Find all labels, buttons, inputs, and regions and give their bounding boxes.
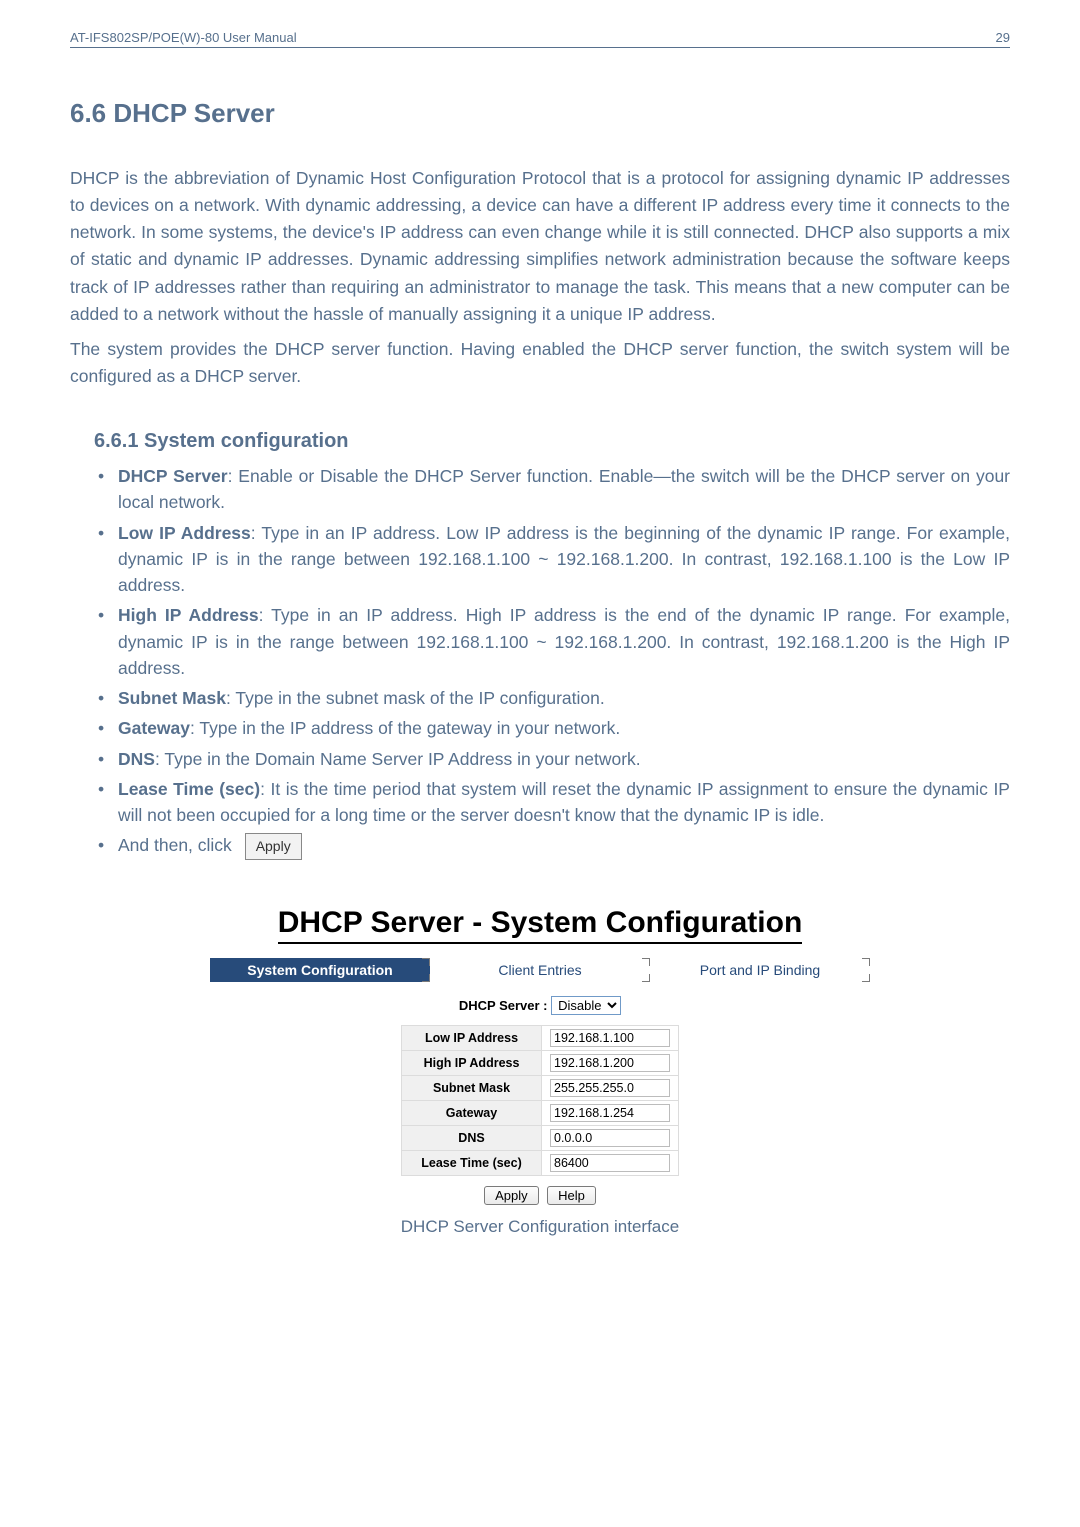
tab-system-configuration[interactable]: System Configuration (210, 958, 430, 982)
dns-input[interactable] (550, 1129, 670, 1147)
table-row: Subnet Mask (402, 1076, 679, 1101)
bullet-dhcp-server: DHCP Server: Enable or Disable the DHCP … (98, 463, 1010, 516)
intro-para-1: DHCP is the abbreviation of Dynamic Host… (70, 165, 1010, 328)
header-pagenum: 29 (996, 30, 1010, 45)
bullet-term: DHCP Server (118, 466, 228, 486)
intro-para-2: The system provides the DHCP server func… (70, 336, 1010, 390)
page-header: AT-IFS802SP/POE(W)-80 User Manual 29 (70, 30, 1010, 48)
table-row: DNS (402, 1126, 679, 1151)
high-ip-input[interactable] (550, 1054, 670, 1072)
button-row: Apply Help (70, 1186, 1010, 1205)
apply-button-inline[interactable]: Apply (245, 833, 302, 860)
ui-section-title-wrap: DHCP Server - System Configuration (70, 906, 1010, 944)
row-label: High IP Address (402, 1051, 542, 1076)
table-row: Low IP Address (402, 1026, 679, 1051)
tab-label: System Configuration (247, 962, 392, 978)
config-table: Low IP Address High IP Address Subnet Ma… (401, 1025, 679, 1176)
tab-label: Port and IP Binding (700, 962, 820, 978)
subnet-mask-input[interactable] (550, 1079, 670, 1097)
help-button[interactable]: Help (547, 1186, 596, 1205)
bullet-term: Low IP Address (118, 523, 251, 543)
tab-client-entries[interactable]: Client Entries (430, 958, 650, 982)
table-row: High IP Address (402, 1051, 679, 1076)
bullet-gateway: Gateway: Type in the IP address of the g… (98, 715, 1010, 741)
bullet-text: : Enable or Disable the DHCP Server func… (118, 466, 1010, 512)
bullet-high-ip: High IP Address: Type in an IP address. … (98, 602, 1010, 681)
low-ip-input[interactable] (550, 1029, 670, 1047)
row-label: Lease Time (sec) (402, 1151, 542, 1176)
tab-label: Client Entries (498, 962, 581, 978)
bullet-dns: DNS: Type in the Domain Name Server IP A… (98, 746, 1010, 772)
bullet-term: High IP Address (118, 605, 259, 625)
ui-section-title: DHCP Server - System Configuration (278, 906, 803, 944)
dhcp-server-label: DHCP Server : (459, 998, 548, 1013)
row-label: DNS (402, 1126, 542, 1151)
bullet-subnet-mask: Subnet Mask: Type in the subnet mask of … (98, 685, 1010, 711)
section-heading: 6.6 DHCP Server (70, 98, 1010, 129)
apply-button[interactable]: Apply (484, 1186, 539, 1205)
bullet-term: Subnet Mask (118, 688, 226, 708)
tab-port-ip-binding[interactable]: Port and IP Binding (650, 958, 870, 982)
bullet-apply: And then, click Apply (98, 832, 1010, 860)
row-label: Gateway (402, 1101, 542, 1126)
figure-caption: DHCP Server Configuration interface (70, 1217, 1010, 1237)
bullet-text: : Type in the IP address of the gateway … (190, 718, 620, 738)
bullet-text: : Type in an IP address. Low IP address … (118, 523, 1010, 596)
tabs-row: System Configuration Client Entries Port… (210, 958, 870, 982)
bullet-term: DNS (118, 749, 155, 769)
lease-time-input[interactable] (550, 1154, 670, 1172)
row-label: Subnet Mask (402, 1076, 542, 1101)
row-label: Low IP Address (402, 1026, 542, 1051)
bullet-lease-time: Lease Time (sec): It is the time period … (98, 776, 1010, 829)
header-left: AT-IFS802SP/POE(W)-80 User Manual (70, 30, 297, 45)
bullet-low-ip: Low IP Address: Type in an IP address. L… (98, 520, 1010, 599)
dhcp-server-select[interactable]: Disable (551, 996, 621, 1015)
bullet-apply-text: And then, click (118, 835, 232, 855)
table-row: Gateway (402, 1101, 679, 1126)
bullet-term: Lease Time (sec) (118, 779, 260, 799)
gateway-input[interactable] (550, 1104, 670, 1122)
config-bullet-list: DHCP Server: Enable or Disable the DHCP … (70, 463, 1010, 860)
bullet-text: : Type in the subnet mask of the IP conf… (226, 688, 605, 708)
table-row: Lease Time (sec) (402, 1151, 679, 1176)
bullet-term: Gateway (118, 718, 190, 738)
subsection-heading: 6.6.1 System configuration (94, 430, 1010, 453)
bullet-text: : Type in the Domain Name Server IP Addr… (155, 749, 641, 769)
dhcp-server-select-row: DHCP Server : Disable (70, 996, 1010, 1015)
